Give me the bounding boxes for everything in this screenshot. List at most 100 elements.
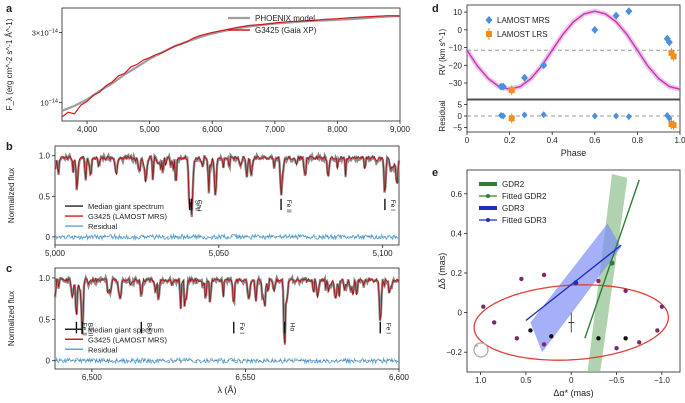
- legend-label-1: G3425 (LAMOST MRS): [88, 212, 168, 221]
- line-marker-label: Si II: [194, 200, 201, 211]
- orbit-ellipse: [473, 284, 670, 361]
- legend-mrs-label: LAMOST MRS: [497, 16, 550, 25]
- e-y-ticklabel: 0.4: [451, 229, 463, 238]
- e-y-ticklabel: 0: [458, 309, 463, 318]
- d-x-ticklabel: 0.4: [547, 136, 559, 145]
- legend-label-2: Residual: [88, 345, 118, 354]
- d-x-ticklabel: 0.2: [504, 136, 516, 145]
- lrs-residual-point: [508, 115, 515, 122]
- panel-e-letter: e: [432, 167, 438, 179]
- mrs-point: [665, 38, 673, 47]
- e-y-ticklabel: 0.2: [451, 269, 463, 278]
- lrs-residual-point: [670, 122, 677, 129]
- a-x-ticklabel: 9,000: [390, 125, 411, 134]
- b-x-ticklabel: 5,050: [209, 249, 230, 258]
- lamost-mrs-spectrum-line: [54, 277, 400, 346]
- d-y-ticklabel: 0: [458, 26, 463, 35]
- plot-frame: [466, 169, 681, 373]
- d-res-ylabel: Residual: [438, 100, 447, 131]
- e-x-ticklabel: −1.0: [654, 376, 670, 385]
- d-y-ticklabel: 10: [453, 8, 462, 17]
- lamost-mrs-spectrum-line: [54, 155, 400, 216]
- orbit-point: [596, 278, 601, 284]
- orbit-point: [637, 340, 642, 345]
- fitted-gdr2-point: [609, 260, 615, 266]
- e-x-ticklabel: 0: [569, 376, 574, 385]
- orbit-point: [614, 346, 619, 351]
- line-marker-label: Ba II: [86, 323, 93, 337]
- line-marker-label: Fe II: [285, 200, 292, 213]
- mrs-residual-point: [591, 112, 598, 120]
- mrs-residual-point: [625, 113, 632, 121]
- d-x-ticklabel: 0.8: [632, 136, 644, 145]
- b-x-ticklabel: 5,000: [45, 249, 66, 258]
- e-x-ticklabel: −0.5: [609, 376, 625, 385]
- e-y-ticklabel: 0.6: [451, 190, 463, 199]
- legend-e-marker-3: [486, 218, 490, 222]
- mrs-residual-point: [666, 114, 673, 122]
- orbit-point-black: [549, 334, 554, 339]
- lrs-point: [670, 53, 677, 60]
- d-y-ticklabel: −20: [448, 61, 462, 70]
- orbit-point-black: [623, 336, 628, 341]
- d-y-ticklabel: −30: [448, 79, 462, 88]
- b-x-ticklabel: 5,100: [373, 249, 394, 258]
- panel-b-letter: b: [6, 141, 13, 153]
- gdr3-band: [530, 223, 622, 353]
- lrs-point: [508, 87, 515, 94]
- d-ylabel: RV (km s^-1): [438, 29, 447, 76]
- mrs-residual-point: [613, 112, 620, 120]
- legend-e-label-2: GDR3: [502, 204, 525, 213]
- orbit-point: [541, 272, 547, 278]
- orbit-point: [519, 276, 524, 282]
- legend-mrs-swatch: [485, 16, 493, 24]
- e-ylabel: Δδ (mas): [437, 253, 447, 290]
- a-ylabel: F_λ (erg cm^-2 s^-1 Å^-1): [5, 18, 14, 110]
- motion-arrow-icon: [474, 343, 478, 347]
- c-y-ticklabel: 1.0: [39, 274, 51, 283]
- c-ylabel: Normalized flux: [7, 291, 16, 346]
- e-xlabel: Δα* (mas): [553, 388, 593, 398]
- a-x-ticklabel: 6,000: [202, 125, 223, 134]
- legend-label-0: Median giant spectrum: [88, 202, 164, 211]
- e-y-ticklabel: −0.2: [446, 348, 462, 357]
- mrs-point: [499, 82, 507, 91]
- mrs-point: [612, 11, 620, 20]
- plot-frame: [61, 7, 401, 122]
- a-x-ticklabel: 7,000: [265, 125, 286, 134]
- a-x-ticklabel: 8,000: [327, 125, 348, 134]
- orbit-point-black: [528, 328, 533, 333]
- orbit-point: [623, 288, 628, 294]
- legend-e-label-0: GDR2: [502, 180, 525, 189]
- plot-frame: [54, 267, 400, 370]
- e-x-ticklabel: 0.5: [520, 376, 532, 385]
- d-x-ticklabel: 0.6: [589, 136, 601, 145]
- a-x-ticklabel: 5,000: [140, 125, 161, 134]
- c-y-ticklabel: 0: [46, 357, 51, 366]
- mrs-residual-point: [500, 112, 507, 120]
- mrs-point: [540, 61, 548, 70]
- residual-line: [54, 356, 400, 365]
- panel-d: d0 0.2 0.4 0.6 0.8 1.0−30−20−10010−505PhaseRV…: [432, 3, 685, 158]
- orbit-point: [655, 328, 660, 333]
- d-res-y-ticklabel: 0: [458, 112, 463, 121]
- gaia-xp-line: [61, 15, 401, 118]
- a-x-ticklabel: 4,000: [77, 125, 98, 134]
- fitted-gdr2-line: [584, 179, 640, 339]
- panel-a-letter: a: [6, 3, 13, 15]
- mrs-residual-point: [540, 111, 547, 119]
- d-res-y-ticklabel: −5: [453, 123, 463, 132]
- median-spectrum-line: [54, 277, 400, 345]
- fitted-gdr3-point: [573, 280, 579, 286]
- b-y-ticklabel: 1.0: [39, 152, 51, 161]
- c-x-ticklabel: 6,600: [389, 373, 410, 382]
- a-y-ticklabel: 10−14: [40, 99, 58, 108]
- legend-gaia-label: G3425 (Gaia XP): [255, 26, 317, 35]
- mrs-point: [625, 7, 633, 16]
- orbit-point: [514, 336, 520, 341]
- legend-lrs-swatch: [486, 31, 492, 37]
- c-xlabel: λ (Å): [218, 385, 237, 395]
- b-y-ticklabel: 0: [46, 233, 51, 242]
- mrs-point: [521, 73, 529, 82]
